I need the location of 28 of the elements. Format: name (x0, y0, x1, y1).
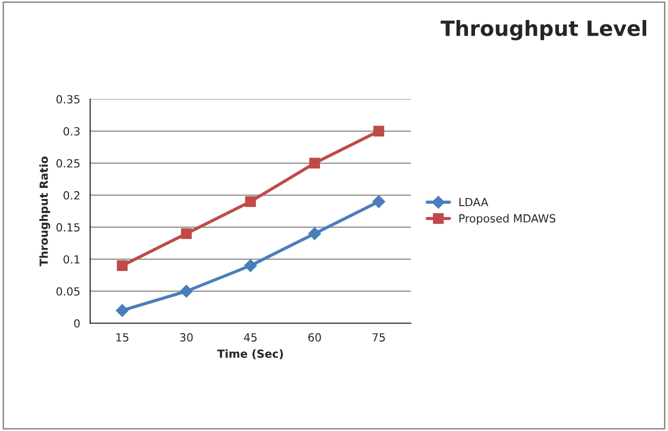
x-tick-label: 75 (372, 333, 385, 342)
x-axis-title: Time (Sec) (217, 349, 283, 360)
y-tick-label: 0.35 (56, 95, 80, 104)
y-tick-label: 0.25 (56, 159, 80, 168)
legend-label: LDAA (459, 198, 488, 206)
x-tick-label: 45 (244, 333, 257, 342)
point (244, 259, 257, 272)
point (309, 158, 320, 169)
y-tick-label: 0 (74, 319, 80, 328)
point (308, 227, 322, 240)
point (116, 260, 128, 271)
y-tick-label: 0.05 (56, 287, 80, 296)
x-tick-label: 60 (308, 333, 321, 342)
y-axis-title: Throughput Ratio (39, 156, 50, 266)
point (245, 196, 256, 207)
y-tick-label: 0.3 (64, 127, 80, 136)
y-tick-label: 0.15 (56, 223, 80, 232)
point (180, 284, 193, 298)
point (372, 195, 386, 208)
y-tick-label: 0.1 (64, 255, 80, 264)
point (180, 228, 192, 239)
x-tick-label: 15 (116, 333, 128, 342)
text: Throughput Level (440, 20, 646, 40)
point (373, 126, 384, 137)
y-tick-label: 0.2 (64, 191, 80, 200)
x-tick-label: 30 (180, 333, 193, 342)
legend-label: Proposed MDAWS (459, 214, 556, 225)
point (116, 304, 129, 317)
